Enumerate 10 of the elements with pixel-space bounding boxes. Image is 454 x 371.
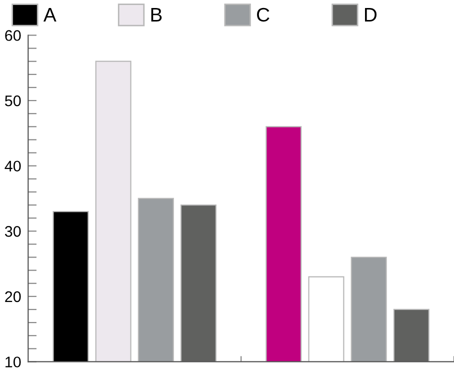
y-tick-label: 30 — [4, 226, 21, 237]
y-tick-label: 50 — [4, 95, 21, 106]
y-tick-label: 60 — [5, 30, 21, 41]
y-tick-label: 40 — [4, 160, 21, 172]
legend-label: D — [365, 8, 377, 22]
legend-label: A — [43, 8, 56, 22]
legend-label: B — [151, 8, 162, 22]
y-tick-label: 10 — [6, 356, 21, 368]
y-tick-label: 20 — [5, 291, 21, 302]
legend-label: C — [257, 8, 270, 22]
